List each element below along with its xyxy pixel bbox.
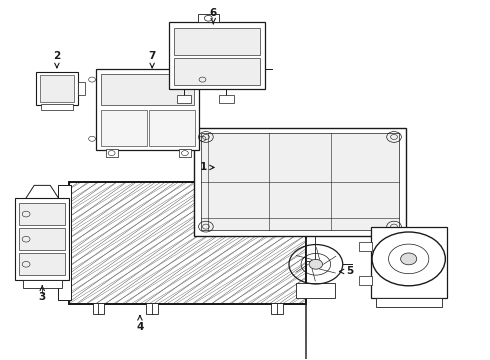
- Bar: [41, 104, 73, 110]
- Bar: [201, 134, 399, 230]
- Text: 1: 1: [200, 162, 214, 172]
- Bar: [146, 303, 158, 314]
- Bar: [194, 128, 406, 235]
- Bar: [271, 303, 283, 314]
- Text: 3: 3: [39, 286, 46, 302]
- Text: 2: 2: [53, 51, 60, 68]
- Bar: [174, 58, 260, 85]
- Bar: [36, 72, 77, 105]
- Bar: [169, 22, 265, 89]
- Bar: [69, 182, 306, 304]
- Bar: [176, 95, 191, 103]
- Bar: [359, 276, 372, 285]
- Bar: [15, 198, 69, 280]
- Bar: [198, 14, 219, 22]
- Bar: [58, 185, 71, 300]
- Bar: [96, 69, 198, 149]
- Bar: [359, 242, 372, 251]
- Text: 5: 5: [340, 266, 354, 276]
- Bar: [306, 225, 315, 261]
- Bar: [101, 75, 194, 105]
- Bar: [93, 303, 104, 314]
- Bar: [296, 283, 335, 298]
- Bar: [23, 280, 62, 288]
- Text: 4: 4: [136, 316, 144, 332]
- Text: 7: 7: [148, 51, 156, 68]
- Bar: [101, 111, 147, 146]
- Circle shape: [309, 259, 322, 269]
- Bar: [179, 149, 191, 157]
- Bar: [19, 203, 65, 225]
- Bar: [371, 226, 446, 298]
- Circle shape: [401, 253, 417, 265]
- Bar: [77, 82, 85, 95]
- Text: 6: 6: [210, 8, 217, 24]
- Bar: [106, 149, 118, 157]
- Bar: [40, 75, 74, 102]
- Bar: [149, 111, 195, 146]
- Bar: [19, 228, 65, 250]
- Bar: [19, 253, 65, 275]
- Bar: [174, 27, 260, 55]
- Bar: [219, 95, 234, 103]
- Bar: [376, 298, 441, 307]
- Bar: [69, 182, 306, 304]
